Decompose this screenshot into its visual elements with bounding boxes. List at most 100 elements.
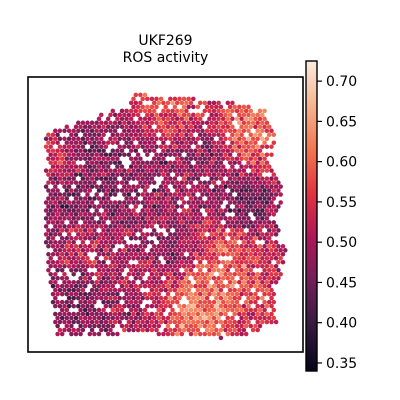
spot bbox=[133, 275, 139, 281]
spot bbox=[248, 140, 254, 145]
spot bbox=[195, 319, 201, 325]
spot bbox=[250, 263, 256, 269]
spot bbox=[207, 148, 212, 153]
spot bbox=[156, 236, 162, 241]
spot bbox=[92, 180, 97, 185]
spot bbox=[204, 263, 210, 269]
spot bbox=[211, 108, 217, 114]
spot bbox=[255, 160, 260, 165]
spot bbox=[115, 291, 120, 297]
spot bbox=[186, 232, 191, 237]
spot bbox=[200, 136, 205, 142]
spot bbox=[202, 172, 208, 177]
spot bbox=[273, 232, 279, 237]
spot bbox=[202, 108, 208, 114]
spot bbox=[161, 148, 166, 153]
spot bbox=[138, 323, 143, 329]
spot bbox=[207, 100, 212, 106]
spot bbox=[142, 196, 148, 201]
spot bbox=[59, 204, 65, 209]
spot bbox=[94, 136, 99, 142]
spot bbox=[271, 244, 277, 249]
spot bbox=[154, 311, 159, 317]
spot bbox=[126, 168, 132, 173]
spot bbox=[197, 315, 203, 321]
spot bbox=[140, 232, 145, 237]
spot bbox=[57, 287, 63, 293]
spot bbox=[154, 208, 159, 213]
spot bbox=[177, 160, 182, 165]
spot bbox=[234, 108, 240, 114]
spot bbox=[117, 160, 122, 165]
spot bbox=[46, 140, 51, 145]
spot bbox=[241, 256, 247, 261]
spot bbox=[243, 164, 249, 169]
spot bbox=[57, 263, 63, 269]
spot bbox=[204, 208, 210, 213]
spot bbox=[165, 188, 171, 193]
spot bbox=[186, 216, 191, 221]
spot bbox=[266, 180, 272, 185]
spot bbox=[145, 112, 150, 118]
spot bbox=[250, 160, 256, 165]
spot bbox=[133, 299, 139, 305]
spot bbox=[73, 164, 79, 169]
spot bbox=[232, 184, 237, 189]
spot bbox=[140, 240, 145, 245]
spot bbox=[135, 303, 141, 309]
spot bbox=[255, 208, 260, 213]
spot bbox=[165, 283, 171, 289]
spot bbox=[147, 132, 152, 138]
spot bbox=[174, 291, 180, 297]
spot bbox=[82, 236, 88, 241]
spot bbox=[119, 228, 125, 233]
spot bbox=[133, 291, 139, 297]
spot bbox=[243, 124, 249, 130]
spot bbox=[53, 311, 58, 317]
spot bbox=[273, 279, 279, 285]
spot bbox=[103, 263, 109, 269]
spot bbox=[255, 319, 260, 325]
spot bbox=[46, 204, 51, 209]
spot bbox=[117, 224, 122, 229]
spot bbox=[149, 208, 155, 213]
spot bbox=[209, 240, 214, 245]
spot bbox=[232, 248, 237, 253]
spot bbox=[191, 184, 196, 189]
spot bbox=[108, 248, 113, 253]
spot bbox=[181, 104, 187, 110]
spot bbox=[122, 168, 127, 173]
spot bbox=[94, 152, 99, 157]
spot bbox=[62, 216, 67, 221]
spot bbox=[232, 200, 237, 205]
spot bbox=[117, 200, 122, 205]
spot bbox=[197, 212, 203, 217]
spot bbox=[80, 224, 86, 229]
spot bbox=[184, 315, 189, 321]
spot bbox=[156, 315, 162, 321]
spot bbox=[59, 196, 65, 201]
spot bbox=[197, 164, 203, 169]
spot bbox=[147, 124, 152, 130]
spot bbox=[243, 236, 249, 241]
spot bbox=[115, 180, 120, 185]
spot bbox=[99, 263, 104, 269]
spot bbox=[209, 128, 214, 134]
spot bbox=[151, 228, 157, 233]
spot bbox=[216, 315, 221, 321]
spot bbox=[92, 148, 97, 153]
spot bbox=[266, 236, 272, 241]
spot bbox=[131, 144, 136, 149]
spot bbox=[248, 164, 254, 169]
spot bbox=[85, 160, 90, 165]
spot bbox=[158, 144, 164, 149]
spot bbox=[82, 140, 88, 145]
spot bbox=[170, 148, 175, 153]
colorbar-tick-label: 0.35 bbox=[326, 356, 357, 372]
spot bbox=[158, 192, 164, 197]
spot bbox=[220, 259, 226, 265]
spot bbox=[179, 244, 185, 249]
spot bbox=[112, 152, 118, 157]
spot bbox=[128, 315, 134, 321]
spot bbox=[92, 315, 97, 321]
